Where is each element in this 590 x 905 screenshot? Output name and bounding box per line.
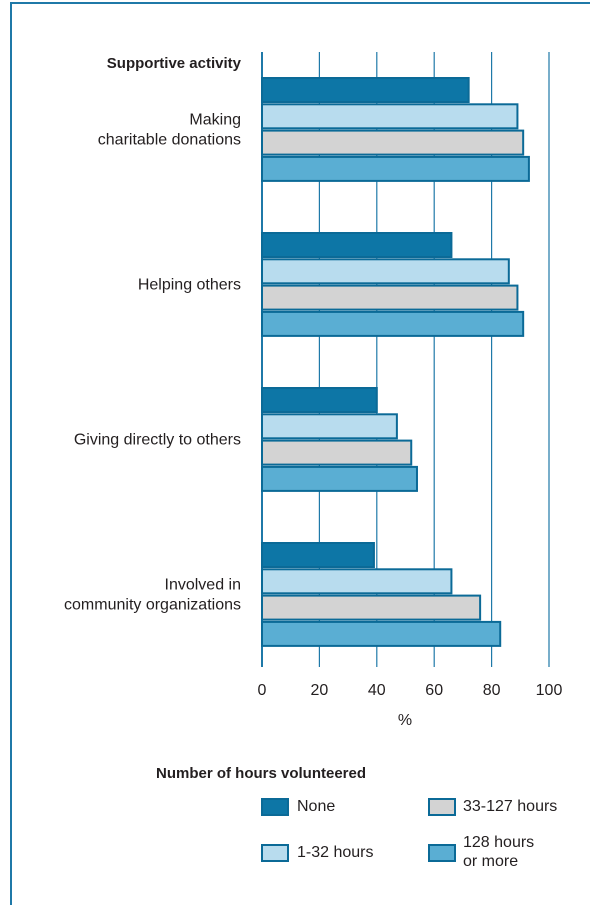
legend-title: Number of hours volunteered: [156, 765, 366, 782]
legend-swatch: [261, 844, 289, 862]
bar: [261, 439, 413, 466]
bar: [261, 310, 525, 337]
category-axis-title: Supportive activity: [107, 55, 242, 72]
bar: [261, 129, 525, 156]
bar: [261, 620, 502, 647]
bar: [261, 284, 519, 311]
bar: [261, 232, 453, 258]
x-tick-label: 0: [258, 682, 267, 699]
x-tick-label: 40: [368, 682, 386, 699]
x-tick-label: 20: [311, 682, 329, 699]
legend-label: None: [297, 798, 335, 815]
bar: [261, 568, 453, 595]
category-label: Involved in: [165, 576, 242, 593]
legend-label: or more: [463, 853, 518, 870]
bar: [261, 594, 482, 621]
legend-label: 33-127 hours: [463, 798, 557, 815]
bar: [261, 542, 375, 568]
bar: [261, 155, 530, 182]
x-tick-label: 60: [425, 682, 443, 699]
legend-label: 128 hours: [463, 834, 534, 851]
legend-label: 1-32 hours: [297, 844, 374, 861]
category-label: Helping others: [138, 276, 241, 293]
x-tick-label: 80: [483, 682, 501, 699]
legend-swatch: [261, 798, 289, 816]
bar-layer: [261, 77, 530, 647]
legend-swatch: [428, 798, 456, 816]
x-tick-label: 100: [536, 682, 563, 699]
bar: [261, 465, 418, 492]
bar: [261, 258, 510, 285]
category-label: community organizations: [64, 596, 241, 613]
bar: [261, 413, 398, 440]
category-label: Giving directly to others: [74, 431, 241, 448]
bar: [261, 103, 519, 130]
x-axis-label: %: [398, 712, 412, 729]
outer-border: [10, 2, 590, 905]
bar: [261, 387, 378, 413]
category-label: charitable donations: [98, 131, 241, 148]
legend: Number of hours volunteered None 1-32 hour…: [156, 765, 557, 870]
text-layer: 0 20 40 60 80 100% Supportive activity Making ch…: [64, 55, 562, 729]
category-label: Making: [189, 111, 241, 128]
legend-swatch: [428, 844, 456, 862]
bar: [261, 77, 470, 103]
